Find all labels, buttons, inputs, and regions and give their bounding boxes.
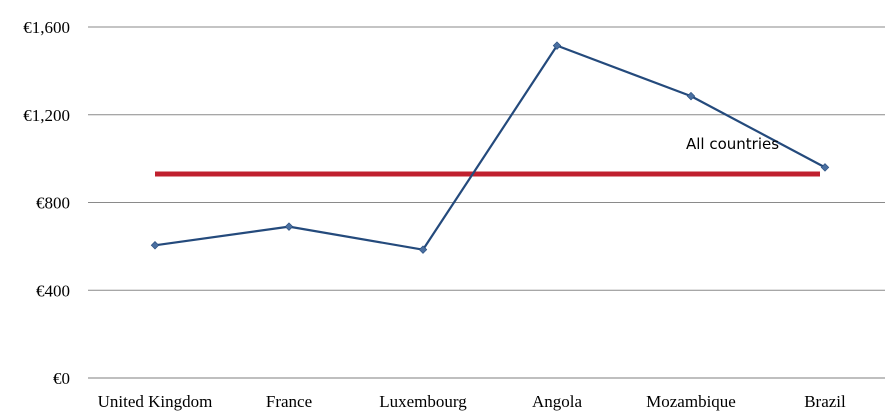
- y-tick-label: €800: [36, 194, 70, 213]
- series-line: [154, 44, 826, 251]
- x-tick-label: Mozambique: [646, 392, 736, 411]
- data-point-marker: [686, 91, 696, 101]
- series-group: [150, 41, 830, 254]
- gridlines: [88, 26, 885, 379]
- x-tick-label: United Kingdom: [98, 392, 213, 411]
- data-point-marker: [552, 41, 562, 50]
- data-point-marker: [820, 163, 830, 172]
- x-tick-label: Brazil: [804, 392, 846, 411]
- y-tick-label: €0: [53, 369, 70, 388]
- y-tick-label: €400: [36, 281, 70, 300]
- data-point-marker: [150, 241, 160, 250]
- annotation-group: All countries: [686, 135, 779, 153]
- x-tick-label: France: [266, 392, 312, 411]
- x-tick-label: Angola: [532, 392, 583, 411]
- data-point-marker: [284, 222, 294, 231]
- x-tick-label: Luxembourg: [379, 392, 467, 411]
- annotation-label: All countries: [686, 135, 779, 153]
- data-point-marker: [418, 245, 428, 254]
- y-axis-tick-labels: €0 €400 €800 €1,200 €1,600: [23, 18, 70, 388]
- y-tick-label: €1,200: [23, 106, 70, 125]
- y-tick-label: €1,600: [23, 18, 70, 37]
- x-axis-tick-labels: United Kingdom France Luxembourg Angola Moza…: [98, 392, 846, 411]
